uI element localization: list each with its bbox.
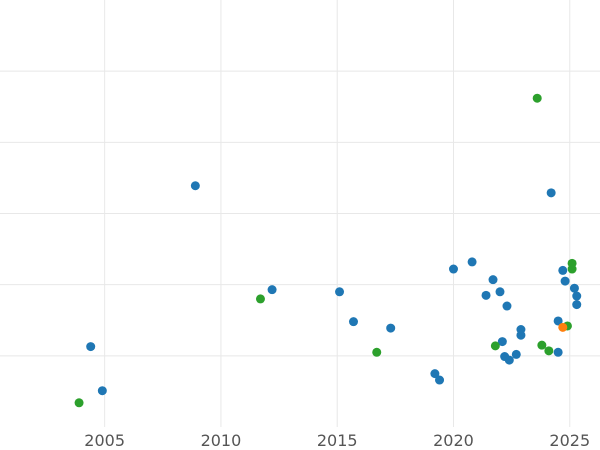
data-point: [558, 322, 568, 332]
data-point: [430, 369, 440, 379]
data-point: [267, 285, 277, 295]
data-point: [558, 265, 568, 275]
data-point: [504, 355, 514, 365]
data-point: [467, 257, 477, 267]
data-point: [567, 264, 577, 274]
x-tick-label: 2015: [317, 431, 358, 450]
data-point: [553, 316, 563, 326]
data-points: [74, 93, 582, 408]
data-point: [502, 301, 512, 311]
data-point: [255, 294, 265, 304]
data-point: [516, 330, 526, 340]
x-tick-label: 2010: [201, 431, 242, 450]
data-point: [560, 276, 570, 286]
data-point: [86, 342, 96, 352]
data-point: [495, 287, 505, 297]
x-tick-label: 2005: [84, 431, 125, 450]
data-point: [511, 349, 521, 359]
grid: [0, 0, 600, 427]
data-point: [572, 291, 582, 301]
data-point: [435, 375, 445, 385]
x-tick-label: 2020: [433, 431, 474, 450]
data-point: [569, 283, 579, 293]
data-point: [386, 323, 396, 333]
data-point: [488, 275, 498, 285]
data-point: [372, 347, 382, 357]
data-point: [553, 347, 563, 357]
data-point: [97, 386, 107, 396]
data-point: [335, 287, 345, 297]
data-point: [481, 290, 491, 300]
data-point: [544, 346, 554, 356]
data-point: [448, 264, 458, 274]
data-point: [572, 300, 582, 310]
data-point: [532, 93, 542, 103]
x-axis-tick-labels: 2005 2010 2015 2020 2025: [84, 431, 590, 450]
data-point: [546, 188, 556, 198]
data-point: [190, 181, 200, 191]
x-tick-label: 2025: [549, 431, 590, 450]
data-point: [74, 398, 84, 408]
data-point: [490, 341, 500, 351]
data-point: [537, 340, 547, 350]
data-point: [348, 317, 358, 327]
data-point: [497, 337, 507, 347]
